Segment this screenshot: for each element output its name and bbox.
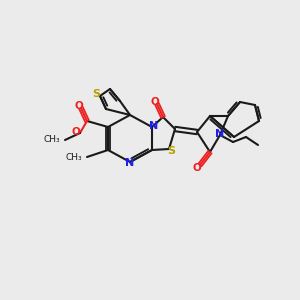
Text: CH₃: CH₃ — [44, 134, 60, 143]
Text: S: S — [167, 146, 175, 156]
Text: N: N — [215, 129, 225, 139]
Text: O: O — [72, 127, 80, 137]
Text: N: N — [149, 121, 159, 131]
Text: S: S — [92, 89, 100, 99]
Text: O: O — [75, 101, 83, 111]
Text: CH₃: CH₃ — [65, 152, 82, 161]
Text: N: N — [125, 158, 135, 168]
Text: O: O — [193, 163, 201, 173]
Text: O: O — [151, 97, 159, 107]
